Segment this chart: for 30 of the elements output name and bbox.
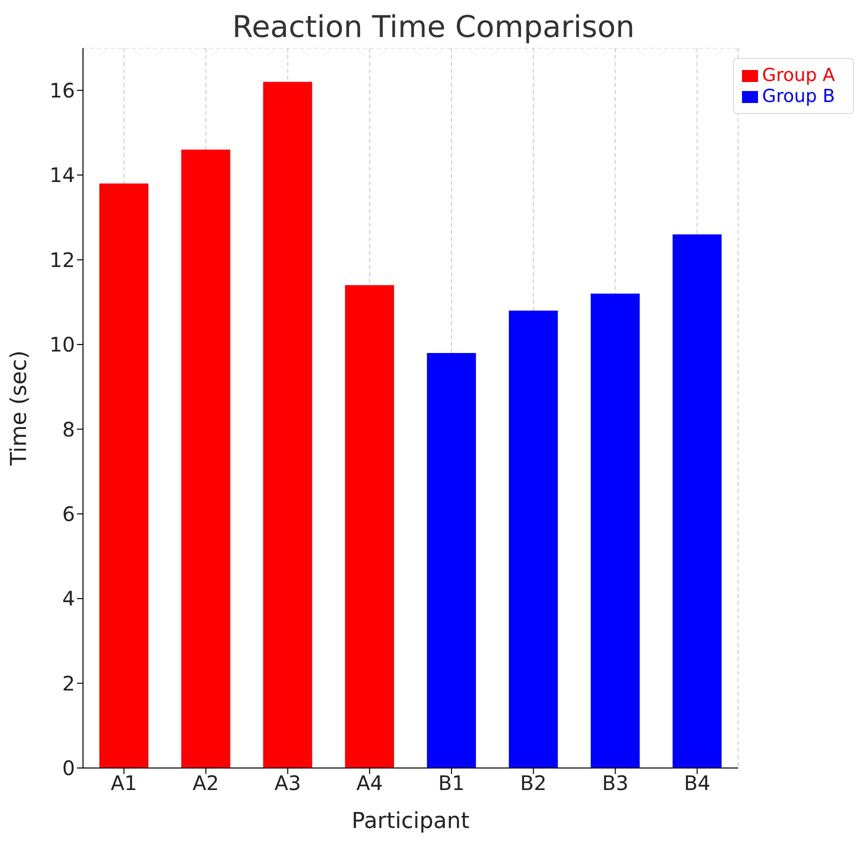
y-tick-label: 14 <box>50 163 75 188</box>
x-axis-title: Participant <box>352 809 470 834</box>
x-tick-label: A1 <box>110 771 138 796</box>
y-tick-label: 0 <box>62 756 75 780</box>
y-tick-label: 6 <box>62 502 75 526</box>
y-tick-label: 4 <box>62 586 75 611</box>
y-tick-label: 8 <box>62 417 75 442</box>
bar <box>263 82 312 768</box>
legend-label: Group A <box>762 65 835 86</box>
bar <box>181 150 230 768</box>
bar <box>345 285 394 768</box>
chart-title: Reaction Time Comparison <box>231 9 636 47</box>
x-tick-label: A2 <box>192 771 220 796</box>
x-tick-label: A3 <box>274 771 301 796</box>
x-tick-label: B1 <box>438 771 465 796</box>
y-tick-label: 16 <box>50 78 75 102</box>
bar <box>590 294 640 768</box>
y-axis-title: Time (sec) <box>6 350 32 467</box>
bar <box>99 184 148 768</box>
y-tick-label: 2 <box>62 671 75 696</box>
bar <box>508 310 558 768</box>
x-tick-label: A4 <box>356 771 383 796</box>
x-tick-label: B3 <box>602 771 629 796</box>
y-tick-label: 10 <box>50 332 75 357</box>
legend-label: Group B <box>762 86 835 107</box>
y-tick-label: 12 <box>50 248 75 272</box>
bar <box>426 352 476 768</box>
x-tick-label: B4 <box>684 771 710 796</box>
x-tick-label: B2 <box>520 771 547 796</box>
bar <box>672 234 722 768</box>
